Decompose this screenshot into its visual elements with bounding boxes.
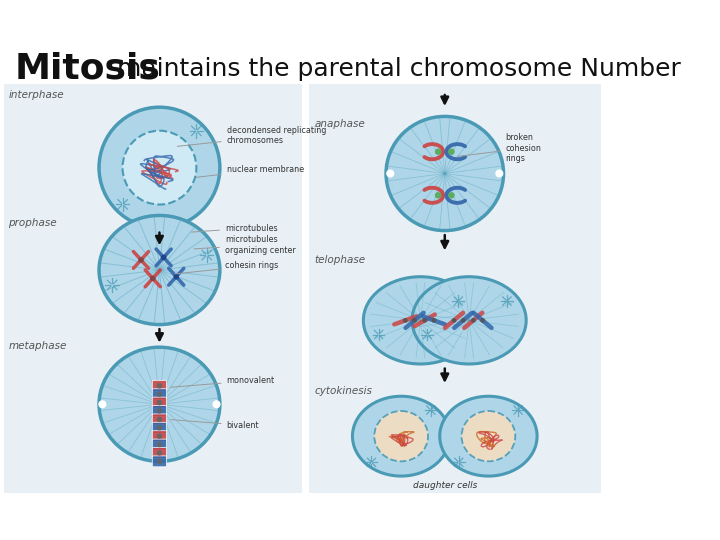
Circle shape	[462, 319, 465, 322]
FancyBboxPatch shape	[153, 380, 166, 392]
Circle shape	[449, 149, 454, 154]
FancyBboxPatch shape	[153, 406, 166, 416]
Circle shape	[158, 434, 161, 438]
Circle shape	[139, 258, 143, 262]
Ellipse shape	[374, 411, 428, 461]
FancyBboxPatch shape	[153, 389, 166, 400]
Text: microtubules
organizing center: microtubules organizing center	[194, 235, 296, 254]
FancyBboxPatch shape	[309, 84, 601, 493]
Circle shape	[423, 319, 426, 322]
Text: Mitosis: Mitosis	[15, 52, 161, 86]
Circle shape	[158, 384, 161, 388]
Text: prophase: prophase	[9, 218, 57, 228]
FancyBboxPatch shape	[153, 397, 166, 408]
Circle shape	[432, 319, 436, 322]
Circle shape	[496, 170, 503, 177]
Circle shape	[158, 426, 161, 430]
Ellipse shape	[440, 396, 537, 476]
Circle shape	[158, 417, 161, 422]
Circle shape	[158, 459, 161, 463]
Text: microtubules: microtubules	[192, 224, 277, 233]
Circle shape	[174, 275, 179, 279]
Text: cytokinesis: cytokinesis	[315, 386, 372, 396]
Ellipse shape	[99, 215, 220, 325]
Circle shape	[404, 319, 407, 322]
Text: daughter cells: daughter cells	[413, 482, 477, 490]
Text: maintains the parental chromosome Number: maintains the parental chromosome Number	[109, 57, 681, 82]
Ellipse shape	[353, 396, 450, 476]
Text: broken
cohesion
rings: broken cohesion rings	[458, 133, 541, 163]
Text: decondensed replicating
chromosomes: decondensed replicating chromosomes	[177, 126, 326, 146]
Circle shape	[158, 442, 161, 447]
Ellipse shape	[122, 131, 197, 205]
Text: bivalent: bivalent	[171, 420, 259, 430]
FancyBboxPatch shape	[153, 456, 166, 467]
Text: interphase: interphase	[9, 90, 64, 99]
Circle shape	[481, 319, 485, 322]
FancyBboxPatch shape	[153, 439, 166, 450]
Text: metaphase: metaphase	[9, 341, 67, 352]
Circle shape	[413, 319, 416, 322]
Text: telophase: telophase	[315, 255, 366, 265]
Circle shape	[158, 401, 161, 404]
Text: anaphase: anaphase	[315, 119, 366, 129]
Circle shape	[158, 392, 161, 396]
FancyBboxPatch shape	[153, 448, 166, 458]
Circle shape	[213, 401, 220, 408]
Ellipse shape	[364, 276, 477, 364]
Circle shape	[158, 451, 161, 455]
FancyBboxPatch shape	[153, 422, 166, 433]
Ellipse shape	[99, 347, 220, 461]
FancyBboxPatch shape	[153, 414, 166, 425]
Ellipse shape	[412, 276, 526, 364]
Text: monovalent: monovalent	[171, 376, 275, 387]
Ellipse shape	[462, 411, 516, 461]
FancyBboxPatch shape	[4, 84, 302, 493]
Circle shape	[436, 149, 441, 154]
Circle shape	[472, 319, 475, 322]
Text: cohesin rings: cohesin rings	[175, 261, 278, 274]
Circle shape	[99, 401, 106, 408]
Circle shape	[449, 193, 454, 198]
Ellipse shape	[99, 107, 220, 228]
Text: nuclear membrane: nuclear membrane	[196, 165, 304, 177]
Ellipse shape	[386, 117, 503, 231]
Circle shape	[161, 255, 166, 260]
Circle shape	[158, 409, 161, 413]
FancyBboxPatch shape	[153, 431, 166, 442]
Circle shape	[436, 193, 441, 198]
Circle shape	[452, 319, 456, 322]
Circle shape	[387, 170, 394, 177]
Circle shape	[150, 276, 155, 280]
